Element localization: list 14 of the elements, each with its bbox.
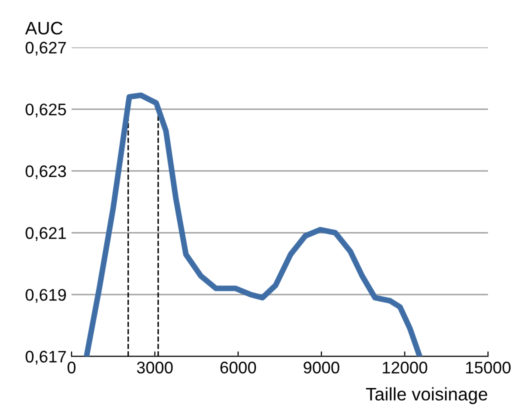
x-tick-label: 9000 xyxy=(304,362,340,374)
x-axis-title: Taille voisinage xyxy=(366,387,488,404)
x-tick-label: 12000 xyxy=(382,362,428,374)
x-tick-label: 15000 xyxy=(466,362,511,374)
x-tick-label: 0 xyxy=(68,362,76,374)
x-tick-label: 6000 xyxy=(220,362,256,374)
y-tick-label: 0,621 xyxy=(26,227,66,241)
y-tick-label: 0,627 xyxy=(26,42,66,56)
y-axis-title: AUC xyxy=(25,22,63,35)
y-tick-label: 0,619 xyxy=(26,288,66,303)
y-tick-label: 0,623 xyxy=(26,165,66,180)
y-tick-label: 0,625 xyxy=(26,104,66,118)
x-tick-label: 3000 xyxy=(136,362,173,374)
y-tick-label: 0,617 xyxy=(26,350,66,365)
